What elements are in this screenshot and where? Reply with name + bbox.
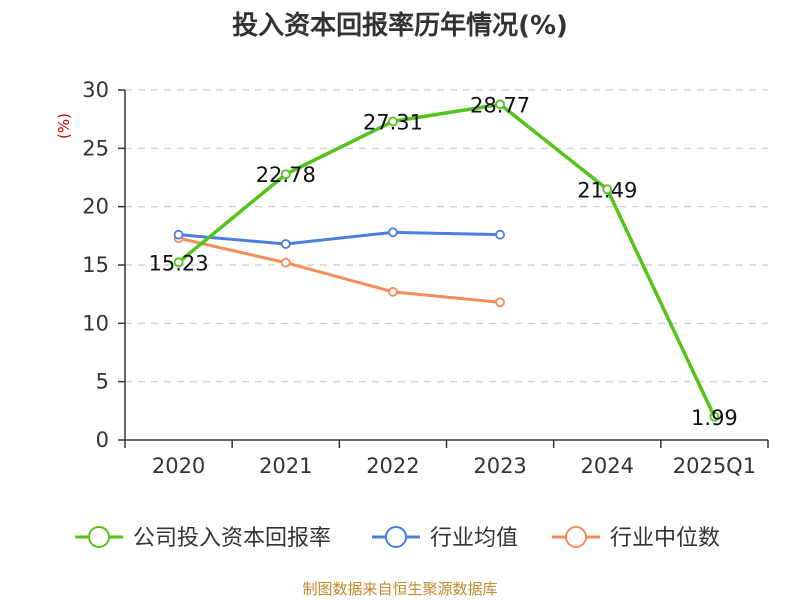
legend-item-2[interactable]: 行业中位数 [552,526,720,551]
y-tick-label: 20 [82,195,109,219]
legend-label: 行业中位数 [610,526,720,551]
axes: 0 5 10 15 20 25 30 2020 2021 2022 2023 2024 2025Q1 [82,78,769,478]
data-point [602,184,613,195]
x-tick-label: 2020 [152,454,205,478]
legend[interactable]: 公司投入资本回报率 行业均值 行业中位数 [75,526,720,551]
data-point [280,257,291,268]
data-point [709,411,720,422]
data-label: 22.78 [256,163,316,187]
y-tick-label: 10 [82,311,109,335]
x-tick-label: 2023 [473,454,526,478]
legend-marker-icon [88,526,110,548]
series-line [178,230,501,246]
series: 15.23 22.78 27.31 28.77 21.49 1.99 [149,93,738,429]
data-point [388,227,398,238]
series-1 [173,227,505,249]
legend-item-1[interactable]: 行业均值 [372,526,518,551]
data-point [495,297,505,308]
series-line [178,236,501,304]
data-point [173,229,184,240]
data-point [173,257,184,268]
y-tick-label: 30 [82,78,109,102]
series-0 [173,99,720,422]
x-tick-label: 2024 [581,454,634,478]
legend-item-0[interactable]: 公司投入资本回报率 [75,526,331,551]
data-point [388,286,398,297]
data-label: 21.49 [577,178,637,202]
grid [125,89,768,383]
y-axis-unit-label: (%) [55,113,73,139]
legend-label: 行业均值 [430,526,518,551]
data-label: 15.23 [149,251,209,275]
y-tick-label: 5 [96,370,109,394]
series-2 [173,233,505,308]
y-tick-label: 0 [96,428,109,452]
data-label: 1.99 [691,406,738,430]
data-label: 27.31 [363,110,423,134]
legend-label: 公司投入资本回报率 [133,526,331,551]
data-point [280,239,291,249]
legend-marker-icon [565,526,587,548]
legend-marker-icon [385,526,407,548]
data-label: 28.77 [470,93,530,117]
data-point [495,99,505,110]
source-note: 制图数据来自恒生聚源数据库 [302,580,497,598]
x-tick-label: 2022 [366,454,419,478]
chart-title: 投入资本回报率历年情况(%) [232,10,568,41]
x-tick-label: 2021 [259,454,312,478]
y-tick-label: 15 [82,253,109,277]
data-point [388,116,398,127]
y-tick-label: 25 [82,136,109,160]
x-tick-label: 2025Q1 [673,454,756,478]
data-point [495,229,505,240]
series-line [177,102,716,418]
data-point [280,169,291,180]
